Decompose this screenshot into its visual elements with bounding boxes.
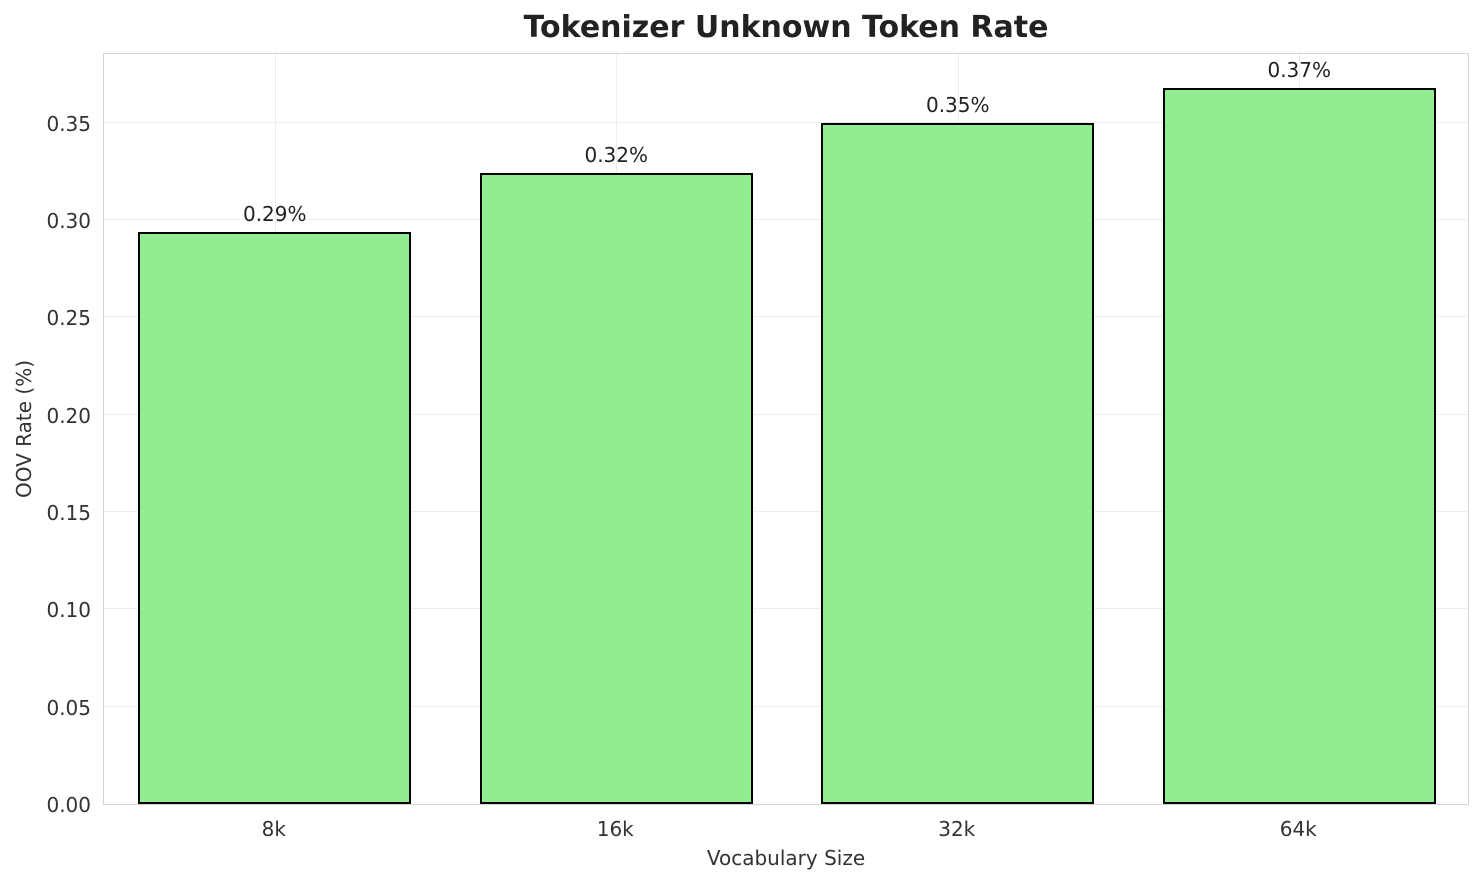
gridline-horizontal bbox=[104, 413, 1468, 415]
bar-value-label: 0.35% bbox=[925, 92, 990, 117]
bar-16k bbox=[479, 173, 753, 804]
bar-value-label: 0.37% bbox=[1267, 57, 1332, 82]
plot-area: 0.29% 0.32% 0.35% 0.37% bbox=[103, 53, 1469, 805]
x-axis-label: Vocabulary Size bbox=[706, 846, 866, 870]
ytick-label: 0.20 bbox=[46, 403, 91, 428]
y-axis-label: OOV Rate (%) bbox=[12, 360, 36, 498]
xtick-label-16k: 16k bbox=[596, 817, 634, 841]
ytick-label: 0.30 bbox=[46, 209, 91, 234]
bar-value-label: 0.32% bbox=[584, 143, 649, 168]
bar-value-label: 0.29% bbox=[242, 201, 307, 226]
ytick-label: 0.15 bbox=[46, 501, 91, 526]
ytick-label: 0.00 bbox=[46, 793, 91, 817]
bar-64k bbox=[1162, 87, 1436, 804]
ytick-label: 0.35 bbox=[46, 111, 91, 136]
bar-8k bbox=[138, 231, 412, 804]
ytick-label: 0.05 bbox=[46, 695, 91, 720]
ytick-label: 0.10 bbox=[46, 598, 91, 623]
ytick-label: 0.25 bbox=[46, 306, 91, 331]
gridline-horizontal bbox=[104, 608, 1468, 610]
xtick-label-64k: 64k bbox=[1279, 817, 1317, 841]
bar-32k bbox=[821, 122, 1095, 804]
xtick-label-32k: 32k bbox=[938, 817, 976, 841]
gridline-horizontal bbox=[104, 316, 1468, 318]
gridline-horizontal bbox=[104, 705, 1468, 707]
gridline-horizontal bbox=[104, 219, 1468, 221]
gridline-horizontal bbox=[104, 121, 1468, 123]
chart-title: Tokenizer Unknown Token Rate bbox=[523, 10, 1049, 45]
xtick-label-8k: 8k bbox=[261, 817, 286, 841]
gridline-horizontal bbox=[104, 511, 1468, 513]
